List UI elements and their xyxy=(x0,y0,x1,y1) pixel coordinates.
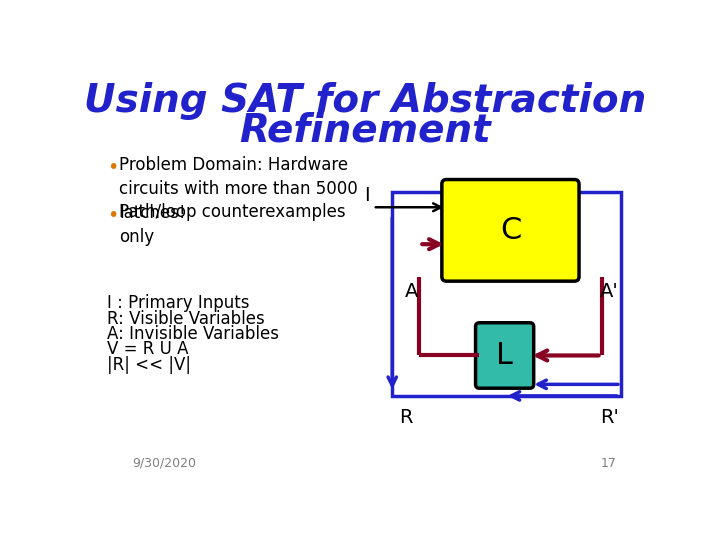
Text: •: • xyxy=(107,158,118,177)
Text: R: R xyxy=(400,408,413,427)
Text: C: C xyxy=(500,216,521,245)
Text: A: Invisible Variables: A: Invisible Variables xyxy=(107,325,279,343)
Text: Using SAT for Abstraction: Using SAT for Abstraction xyxy=(84,82,647,120)
Text: Refinement: Refinement xyxy=(239,111,491,149)
Text: Problem Domain: Hardware
circuits with more than 5000
latches!: Problem Domain: Hardware circuits with m… xyxy=(120,156,359,222)
Text: 9/30/2020: 9/30/2020 xyxy=(132,457,197,470)
Text: I : Primary Inputs: I : Primary Inputs xyxy=(107,294,250,312)
Text: •: • xyxy=(107,206,118,225)
Text: I: I xyxy=(364,186,370,205)
Text: A': A' xyxy=(600,282,618,301)
Text: L: L xyxy=(496,341,513,370)
Text: R': R' xyxy=(600,408,618,427)
Text: R: Visible Variables: R: Visible Variables xyxy=(107,309,265,328)
Text: A: A xyxy=(405,282,418,301)
FancyBboxPatch shape xyxy=(476,323,534,388)
FancyBboxPatch shape xyxy=(442,179,579,281)
Text: Path/loop counterexamples
only: Path/loop counterexamples only xyxy=(120,204,346,246)
Text: 17: 17 xyxy=(601,457,617,470)
Bar xyxy=(392,192,621,396)
Text: |R| << |V|: |R| << |V| xyxy=(107,356,191,374)
Text: V = R U A: V = R U A xyxy=(107,340,189,359)
